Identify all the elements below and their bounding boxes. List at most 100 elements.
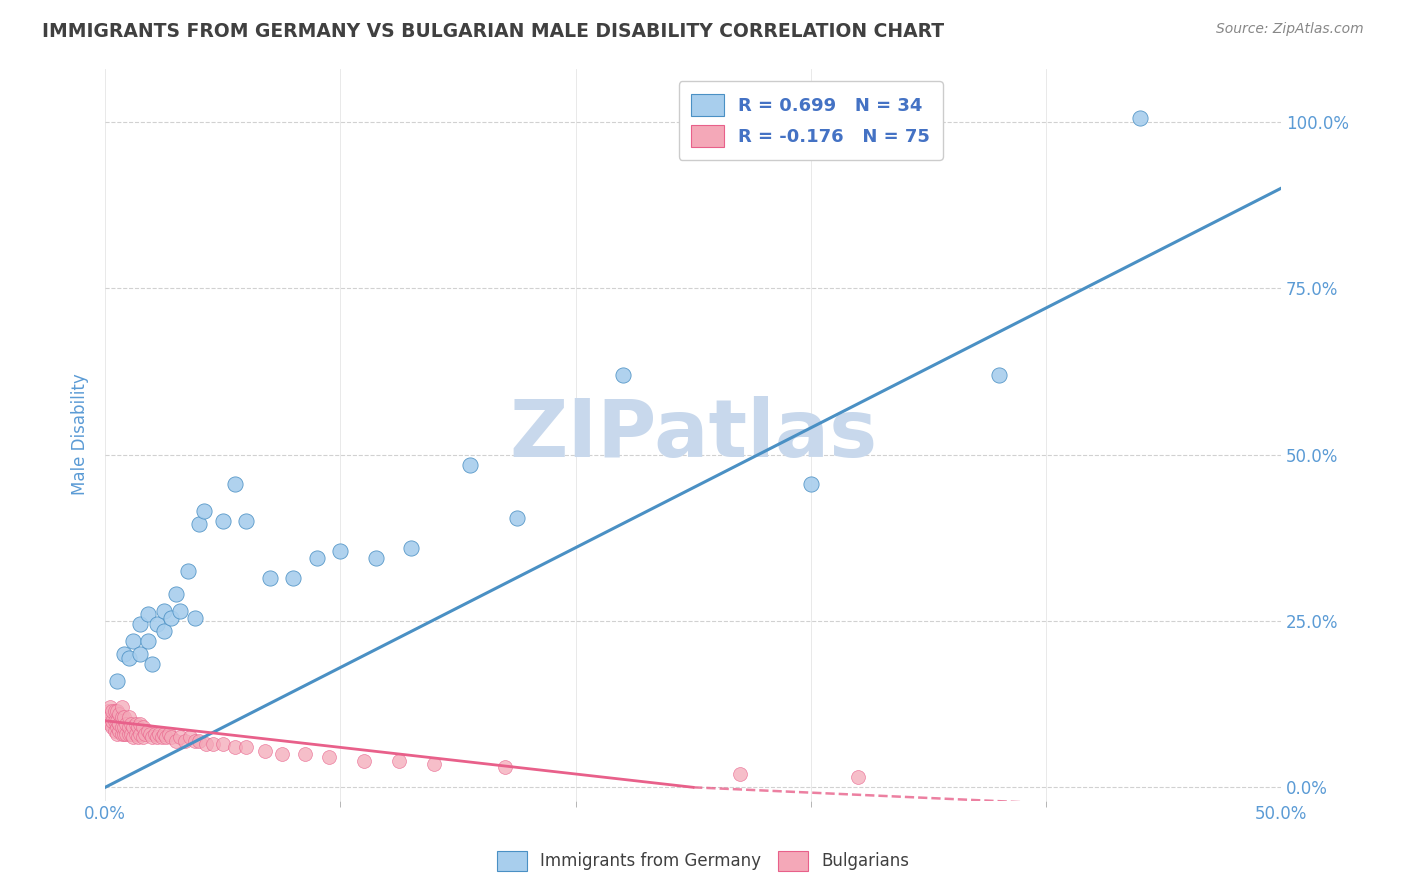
Point bbox=[146, 617, 169, 632]
Point bbox=[153, 604, 176, 618]
Point bbox=[104, 714, 127, 728]
Point bbox=[211, 514, 233, 528]
Point bbox=[506, 510, 529, 524]
Point bbox=[364, 550, 387, 565]
Point bbox=[259, 571, 281, 585]
Point bbox=[108, 723, 131, 738]
Point bbox=[165, 733, 187, 747]
Point bbox=[169, 731, 191, 745]
Point bbox=[120, 727, 142, 741]
Legend: R = 0.699   N = 34, R = -0.176   N = 75: R = 0.699 N = 34, R = -0.176 N = 75 bbox=[679, 81, 942, 160]
Point bbox=[118, 720, 141, 734]
Point bbox=[134, 727, 156, 741]
Point bbox=[139, 727, 162, 741]
Point bbox=[118, 650, 141, 665]
Point bbox=[136, 607, 159, 622]
Point bbox=[423, 757, 446, 772]
Point bbox=[141, 657, 163, 672]
Point bbox=[115, 717, 138, 731]
Point bbox=[846, 770, 869, 784]
Point bbox=[125, 717, 148, 731]
Point bbox=[111, 720, 134, 734]
Point bbox=[122, 720, 145, 734]
Point bbox=[129, 717, 152, 731]
Point bbox=[1129, 112, 1152, 126]
Point bbox=[254, 744, 277, 758]
Point bbox=[132, 720, 155, 734]
Point bbox=[165, 587, 187, 601]
Point bbox=[127, 731, 149, 745]
Point bbox=[98, 710, 121, 724]
Point bbox=[120, 717, 142, 731]
Point bbox=[101, 714, 124, 728]
Point bbox=[195, 737, 218, 751]
Point bbox=[112, 647, 135, 661]
Point bbox=[104, 704, 127, 718]
Point bbox=[129, 647, 152, 661]
Point bbox=[141, 731, 163, 745]
Point bbox=[183, 610, 205, 624]
Point bbox=[97, 704, 120, 718]
Point bbox=[150, 731, 173, 745]
Point bbox=[388, 754, 411, 768]
Point bbox=[125, 727, 148, 741]
Point bbox=[122, 731, 145, 745]
Point bbox=[98, 717, 121, 731]
Point bbox=[193, 504, 215, 518]
Point bbox=[118, 727, 141, 741]
Point bbox=[179, 731, 201, 745]
Point bbox=[283, 571, 305, 585]
Point bbox=[115, 727, 138, 741]
Point bbox=[294, 747, 316, 761]
Point bbox=[169, 604, 191, 618]
Point bbox=[136, 723, 159, 738]
Point bbox=[458, 458, 481, 472]
Point bbox=[183, 733, 205, 747]
Point bbox=[399, 541, 422, 555]
Point bbox=[146, 731, 169, 745]
Point bbox=[188, 517, 211, 532]
Point bbox=[101, 704, 124, 718]
Point bbox=[105, 673, 128, 688]
Text: ZIPatlas: ZIPatlas bbox=[509, 395, 877, 474]
Point bbox=[305, 550, 328, 565]
Point bbox=[111, 710, 134, 724]
Point bbox=[202, 737, 225, 751]
Point bbox=[160, 610, 183, 624]
Y-axis label: Male Disability: Male Disability bbox=[72, 374, 89, 495]
Point bbox=[612, 368, 634, 382]
Point bbox=[353, 754, 375, 768]
Point bbox=[148, 727, 170, 741]
Text: Source: ZipAtlas.com: Source: ZipAtlas.com bbox=[1216, 22, 1364, 37]
Point bbox=[105, 704, 128, 718]
Point bbox=[132, 731, 155, 745]
Point bbox=[211, 737, 233, 751]
Point bbox=[108, 717, 131, 731]
Point bbox=[235, 514, 257, 528]
Point bbox=[111, 700, 134, 714]
Point bbox=[174, 733, 197, 747]
Point bbox=[104, 723, 127, 738]
Point bbox=[270, 747, 292, 761]
Point bbox=[987, 368, 1010, 382]
Point bbox=[136, 633, 159, 648]
Point bbox=[224, 477, 246, 491]
Point bbox=[728, 767, 751, 781]
Legend: Immigrants from Germany, Bulgarians: Immigrants from Germany, Bulgarians bbox=[488, 842, 918, 880]
Point bbox=[153, 727, 176, 741]
Point bbox=[111, 727, 134, 741]
Point bbox=[101, 720, 124, 734]
Point bbox=[143, 727, 166, 741]
Point bbox=[188, 733, 211, 747]
Text: IMMIGRANTS FROM GERMANY VS BULGARIAN MALE DISABILITY CORRELATION CHART: IMMIGRANTS FROM GERMANY VS BULGARIAN MAL… bbox=[42, 22, 945, 41]
Point bbox=[108, 707, 131, 722]
Point bbox=[118, 710, 141, 724]
Point bbox=[112, 720, 135, 734]
Point bbox=[112, 710, 135, 724]
Point bbox=[235, 740, 257, 755]
Point bbox=[224, 740, 246, 755]
Point bbox=[97, 714, 120, 728]
Point bbox=[176, 564, 198, 578]
Point bbox=[127, 720, 149, 734]
Point bbox=[105, 714, 128, 728]
